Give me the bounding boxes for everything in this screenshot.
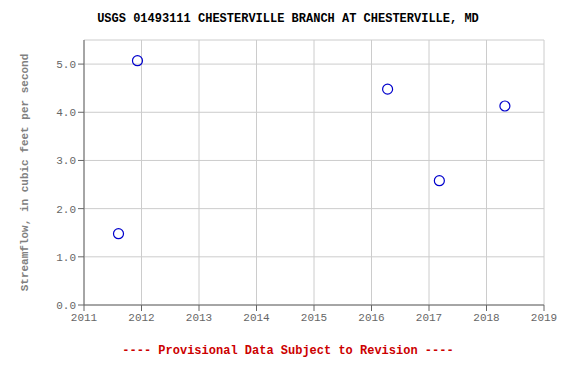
svg-text:2011: 2011	[71, 312, 98, 324]
svg-text:1.0: 1.0	[56, 252, 76, 264]
svg-text:3.0: 3.0	[56, 155, 76, 167]
svg-text:4.0: 4.0	[56, 107, 76, 119]
svg-text:5.0: 5.0	[56, 59, 76, 71]
svg-text:Streamflow, in cubic feet per: Streamflow, in cubic feet per second	[19, 54, 31, 292]
html-text:USGS 01493111 CHESTERVILLE BRA: USGS 01493111 CHESTERVILLE BRANCH AT CHE…	[97, 12, 479, 26]
svg-text:2015: 2015	[301, 312, 327, 324]
svg-text:2014: 2014	[243, 312, 270, 324]
svg-text:2016: 2016	[358, 312, 384, 324]
svg-text:2019: 2019	[531, 312, 557, 324]
svg-text:2012: 2012	[128, 312, 154, 324]
svg-text:2.0: 2.0	[56, 204, 76, 216]
html-text:---- Provisional Data Subject: ---- Provisional Data Subject to Revisio…	[122, 344, 454, 358]
svg-text:0.0: 0.0	[56, 300, 76, 312]
svg-text:2013: 2013	[186, 312, 212, 324]
svg-text:2017: 2017	[416, 312, 442, 324]
svg-text:2018: 2018	[473, 312, 499, 324]
